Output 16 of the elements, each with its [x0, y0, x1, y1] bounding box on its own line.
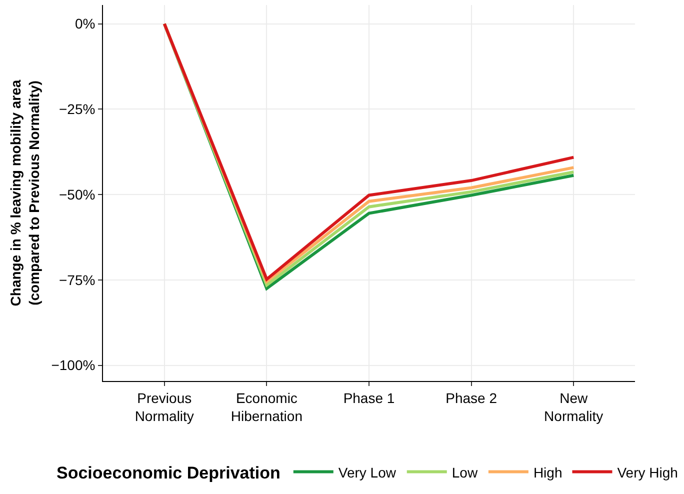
legend-title: Socioeconomic Deprivation	[56, 463, 280, 482]
y-tick-label: −100%	[51, 357, 96, 374]
legend-label: High	[533, 464, 562, 480]
y-tick-label: −75%	[58, 272, 96, 288]
legend-label: Low	[452, 464, 478, 480]
y-axis-title: Change in % leaving mobility area (compared to Previous Normality)	[8, 80, 42, 306]
x-tick-label: Previous Normality	[134, 390, 194, 424]
x-tick-label: Economic Hibernation	[230, 390, 302, 424]
legend-label: Very High	[617, 464, 678, 480]
legend-label: Very Low	[338, 464, 397, 480]
y-tick-label: 0%	[74, 16, 96, 32]
y-tick-label: −25%	[58, 101, 96, 118]
y-tick-label: −50%	[58, 186, 96, 202]
x-tick-label: Phase 1	[343, 390, 395, 406]
x-tick-label: Phase 2	[446, 390, 498, 406]
x-tick-label: New Normality	[544, 390, 604, 424]
